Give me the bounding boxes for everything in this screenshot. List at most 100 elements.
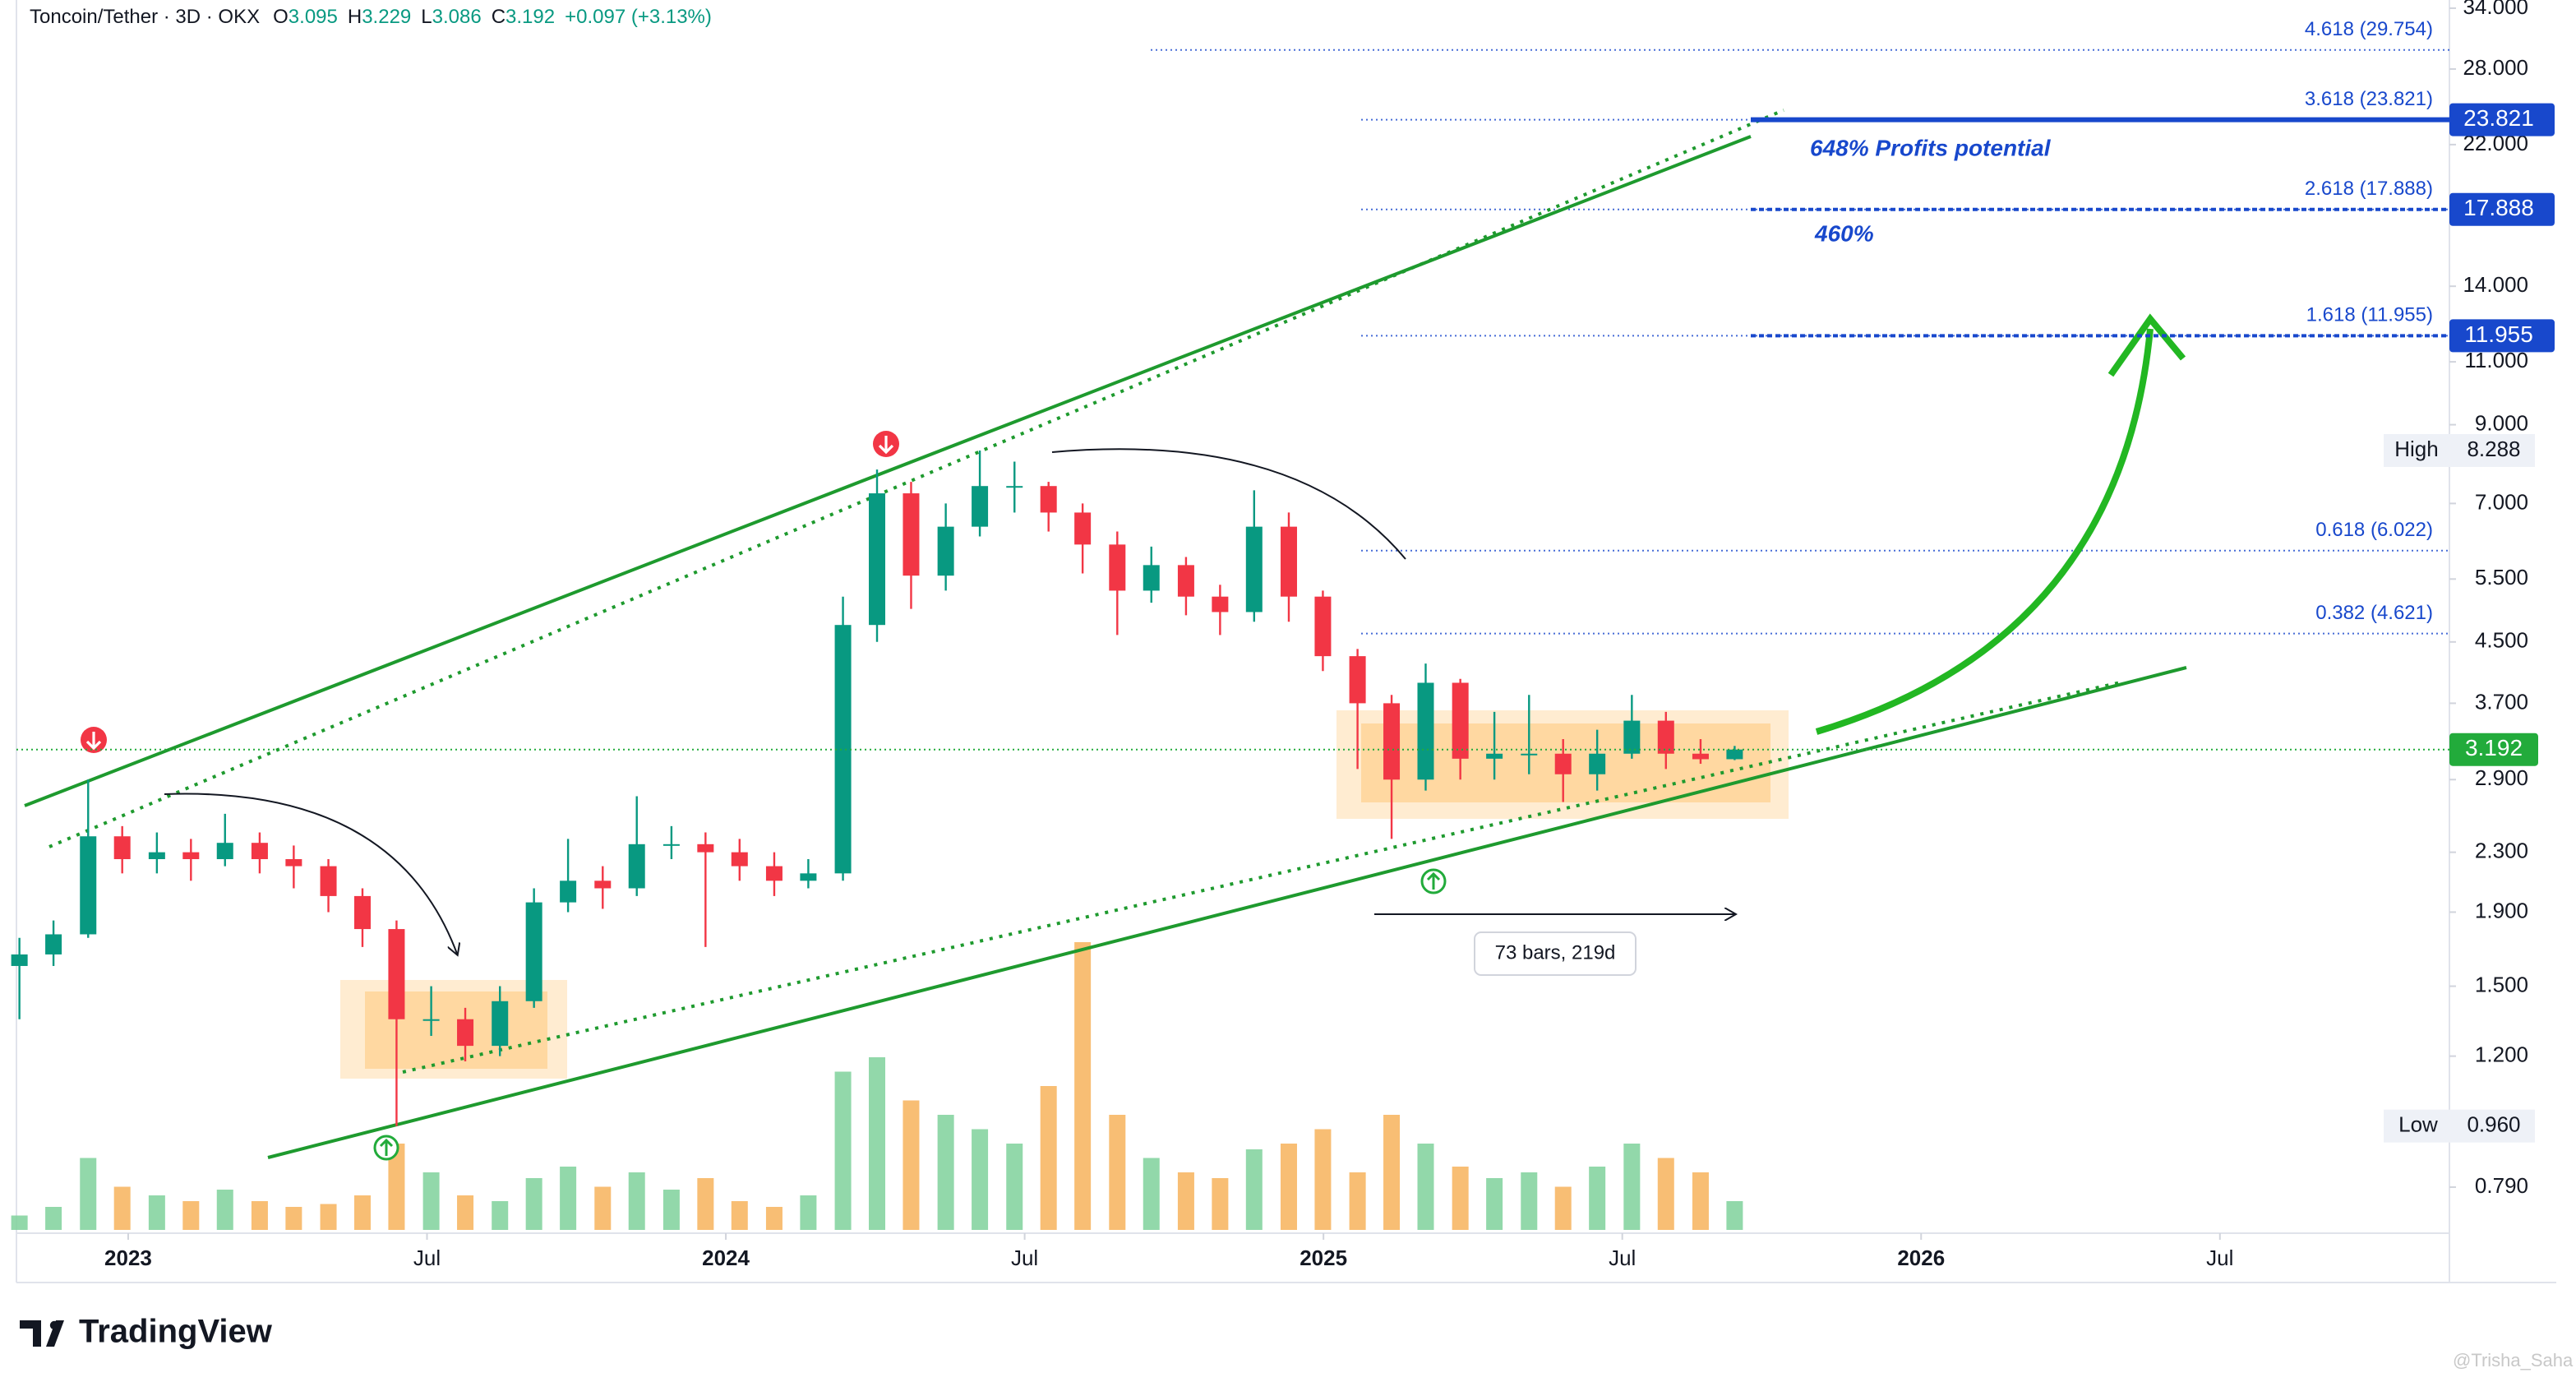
x-tick-label: Jul [1011,1246,1038,1270]
header-part: +0.097 (+3.13%) [565,6,712,28]
curve-arc [1051,448,1406,560]
low-tag-box [2384,1109,2535,1143]
volume-bar [1623,1144,1641,1230]
candle-body [1212,596,1229,612]
volume-bar [972,1129,989,1230]
y-tick-label: 1.200 [2475,1042,2528,1066]
y-tick-label: 14.000 [2463,272,2528,297]
candle-body [1177,565,1194,597]
price-tag-label: 11.955 [2464,321,2533,347]
header-part: Toncoin/Tether · 3D · OKX [30,6,260,28]
y-tick-label: 5.500 [2475,565,2528,589]
price-tag [2449,319,2555,353]
volume-bar [11,1215,28,1230]
volume-bar [1452,1167,1469,1230]
volume-bar [353,1195,371,1230]
low-tag-label: 0.960 [2467,1112,2520,1137]
volume-bar [662,1190,680,1230]
volume-bar [80,1158,97,1230]
y-tick-label: 4.500 [2475,628,2528,653]
candle-body [1143,565,1160,591]
fib-label: 0.618 (6.022) [2315,519,2433,541]
volume-bar [560,1167,577,1230]
volume-bar [834,1071,852,1230]
candle-body [1726,749,1743,760]
candle-body [834,625,852,874]
candle-body [457,1019,474,1047]
annotation: 648% Profits potential [1810,135,2052,160]
sell-signal-icon [85,732,102,751]
candle-body [285,859,302,867]
candle-body [492,1001,509,1047]
candle-body [1383,703,1401,780]
price-tag-label: 17.888 [2463,195,2534,220]
volume-bar [869,1057,886,1230]
volume-bar [1109,1115,1126,1230]
y-tick-label: 2.900 [2475,765,2528,790]
volume-bar [937,1115,954,1230]
candle-body [1657,720,1674,754]
x-tick-label: Jul [2206,1246,2233,1270]
fib-label: 2.618 (17.888) [2305,178,2433,200]
header-part: 3.095 [289,6,338,28]
y-tick-label: 1.900 [2475,898,2528,922]
candle-body [937,526,954,576]
candle-body [560,881,577,903]
volume-bar [320,1204,337,1230]
candle-body [1417,682,1434,780]
volume-bar [492,1201,509,1230]
header-part: L [421,6,432,28]
volume-bar [1212,1178,1229,1230]
buy-signal-icon [1426,871,1441,890]
candle-body [662,844,680,846]
candle-layer [11,451,1743,1126]
volume-bar [800,1195,817,1230]
candle-body [1074,512,1092,545]
volume-bar [1657,1158,1674,1230]
volume-bar [1040,1086,1057,1230]
volume-bar [285,1207,302,1230]
header-part: C [492,6,506,28]
candle-body [869,493,886,626]
candle-body [1280,526,1297,597]
volume-bar [1349,1172,1366,1230]
high-tag-box [2384,434,2535,468]
high-tag-label: 8.288 [2467,437,2520,461]
header-part: 3.192 [506,6,555,28]
candle-body [1623,720,1641,754]
volume-bar [1006,1144,1023,1230]
price-tag [2449,103,2555,136]
header-part: H [348,6,362,28]
candle-body [251,843,268,860]
brand-logo-dot [49,1320,59,1330]
annotation: 460% [1814,220,1874,246]
volume-bar [1280,1144,1297,1230]
measure-label: 73 bars, 219d [1495,941,1616,964]
volume-bar [1521,1172,1538,1230]
price-tag [2449,192,2555,226]
last-price-tag-label: 3.192 [2465,735,2523,760]
volume-bar [251,1201,268,1230]
candle-body [1692,753,1709,760]
candle-body [182,852,200,860]
candle-body [113,836,131,860]
candle-body [148,852,165,860]
low-tag-name: Low [2398,1112,2438,1137]
fib-label: 1.618 (11.955) [2306,304,2433,326]
volume-bar [1245,1149,1263,1230]
volume-bar [113,1186,131,1230]
candle-body [1349,656,1366,704]
high-tag-name: High [2394,437,2438,461]
candle-body [1245,526,1263,612]
y-tick-label: 0.790 [2475,1173,2528,1198]
volume-bar [1726,1201,1743,1230]
volume-bar [628,1172,645,1230]
fib-layer: 4.618 (29.754) 3.618 (23.821) 2.618 (17.88… [1151,18,2449,635]
candle-body [388,929,405,1019]
y-tick-label: 9.000 [2475,410,2528,435]
sell-signal-icon [878,436,894,455]
candle-body [1554,753,1572,774]
volume-bar [148,1195,165,1230]
candle-body [903,493,920,576]
